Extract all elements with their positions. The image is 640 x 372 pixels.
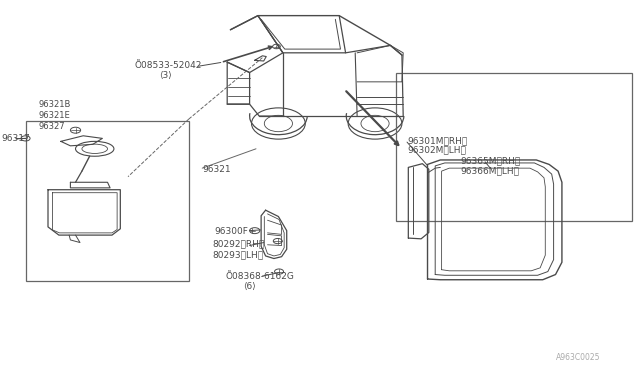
- Text: Õ08368-6162G: Õ08368-6162G: [225, 272, 294, 280]
- Text: 96365M〈RH〉: 96365M〈RH〉: [461, 156, 521, 165]
- Text: 96301M〈RH〉: 96301M〈RH〉: [407, 136, 467, 145]
- Text: ⟨6⟩: ⟨6⟩: [243, 282, 256, 291]
- Text: 96300F: 96300F: [214, 227, 248, 236]
- Text: 96321B: 96321B: [38, 100, 71, 109]
- Text: 80292〈RH〉: 80292〈RH〉: [212, 239, 265, 248]
- Bar: [26, 121, 189, 281]
- Text: 96317: 96317: [1, 134, 30, 143]
- Text: 96321E: 96321E: [38, 111, 70, 120]
- Text: 96366M〈LH〉: 96366M〈LH〉: [461, 166, 520, 175]
- Text: Õ08533-52042: Õ08533-52042: [134, 61, 202, 70]
- Bar: [396, 73, 632, 221]
- Text: 96302M〈LH〉: 96302M〈LH〉: [407, 146, 466, 155]
- Text: A963C0025: A963C0025: [556, 353, 600, 362]
- Text: 80293〈LH〉: 80293〈LH〉: [212, 250, 264, 259]
- Text: 96321: 96321: [202, 165, 231, 174]
- Text: 96327: 96327: [38, 122, 65, 131]
- Text: ⟨3⟩: ⟨3⟩: [159, 71, 172, 80]
